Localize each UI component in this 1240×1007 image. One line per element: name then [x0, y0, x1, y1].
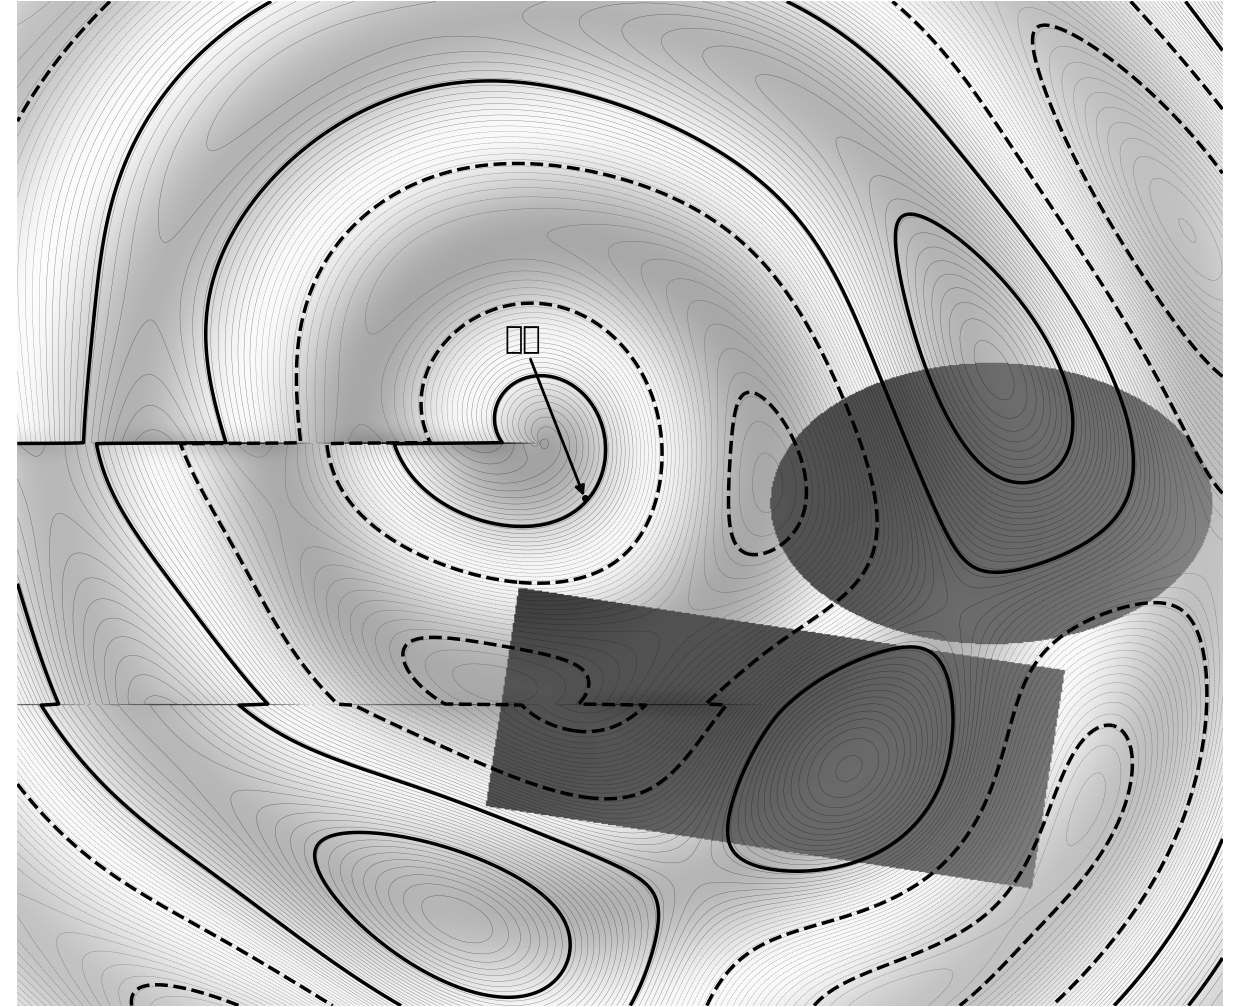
Text: 天线: 天线	[505, 325, 584, 493]
